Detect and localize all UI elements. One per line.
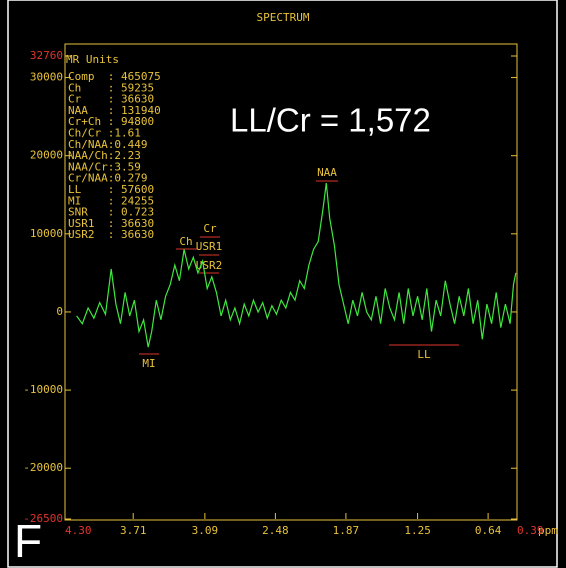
plot-frame <box>64 43 518 521</box>
metric-line: USR1 : 36630 <box>68 217 154 230</box>
y-tick-label: 30000 <box>30 71 63 84</box>
x-tick-label: 3.09 <box>192 524 219 537</box>
metric-line: Cr+Ch : 94800 <box>68 115 154 128</box>
spectrum-line <box>76 182 517 348</box>
metric-line: Cr/NAA:0.279 <box>68 172 147 185</box>
metric-line: Comp : 465075 <box>68 70 161 83</box>
y-tick-label: -20000 <box>23 461 63 474</box>
x-tick-label: 3.71 <box>120 524 147 537</box>
peak-label: USR1 <box>196 240 223 253</box>
y-tick-label: 10000 <box>30 227 63 240</box>
metric-line: SNR : 0.723 <box>68 206 154 219</box>
peak-label: MI <box>142 357 155 370</box>
y-tick-label: 20000 <box>30 149 63 162</box>
x-tick-label: 2.48 <box>262 524 289 537</box>
y-axis-label: MR Units <box>66 53 119 66</box>
metric-line: NAA/Cr:3.59 <box>68 160 141 173</box>
panel-label: F <box>14 515 42 567</box>
metric-line: NAA/Ch:2.23 <box>68 149 141 162</box>
x-tick-label: 1.87 <box>333 524 360 537</box>
peak-label: USR2 <box>196 259 223 272</box>
peak-label: Ch <box>179 235 192 248</box>
y-tick-label: 32760 <box>30 49 63 62</box>
x-tick-label: 0.64 <box>475 524 502 537</box>
chart-title: SPECTRUM <box>257 11 310 24</box>
ratio-annotation: LL/Cr = 1,572 <box>230 102 431 139</box>
peak-annotations: NAA Ch Cr USR1 USR2 MI LL <box>139 166 459 370</box>
metric-line: LL : 57600 <box>68 183 154 196</box>
y-tick-label: 0 <box>56 305 63 318</box>
metric-line: MI : 24255 <box>68 194 154 207</box>
peak-label: LL <box>417 348 431 361</box>
x-tick-label: 4.30 <box>65 524 92 537</box>
x-tick-label: 1.25 <box>404 524 431 537</box>
metric-line: Ch/NAA:0.449 <box>68 138 147 151</box>
peak-label: Cr <box>203 222 217 235</box>
metric-line: Ch/Cr :1.61 <box>68 127 141 140</box>
metric-line: Ch : 59235 <box>68 81 154 94</box>
x-tick-label: 0.39 <box>517 524 544 537</box>
metric-line: Cr : 36630 <box>68 93 154 106</box>
metric-line: NAA : 131940 <box>68 104 161 117</box>
y-tick-label: -10000 <box>23 383 63 396</box>
metric-line: USR2 : 36630 <box>68 228 154 241</box>
peak-label: NAA <box>317 166 337 179</box>
x-axis-label: ppm <box>538 524 558 537</box>
y-tick-label: -26500 <box>23 512 63 525</box>
screen-border <box>7 0 558 568</box>
